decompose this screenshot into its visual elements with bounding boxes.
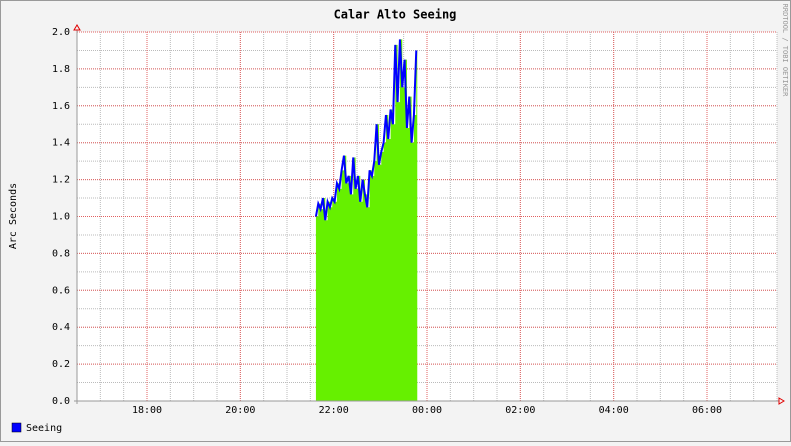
x-tick-label: 20:00 (225, 405, 255, 416)
x-tick-label: 02:00 (505, 405, 535, 416)
axes: 0.0 0.2 0.4 0.6 0.8 1.0 1.2 1.4 1.6 1.8 2.0 18:00 20… (52, 24, 785, 416)
y-tick-label: 0.6 (52, 285, 70, 296)
x-tick-label: 06:00 (692, 405, 722, 416)
grid (76, 31, 778, 402)
y-tick-label: 0.8 (52, 248, 70, 259)
y-tick-label: 1.0 (52, 212, 70, 223)
x-tick-label: 00:00 (412, 405, 442, 416)
y-axis-arrow (73, 24, 81, 31)
y-tick-label: 1.8 (52, 64, 70, 75)
y-tick-label: 1.6 (52, 101, 70, 112)
y-axis-label: Arc Seconds (8, 183, 19, 249)
y-tick-label: 1.2 (52, 175, 70, 186)
area (315, 39, 418, 401)
x-axis-arrow (778, 397, 785, 405)
x-tick-label: 04:00 (599, 405, 629, 416)
y-tick-label: 1.4 (52, 138, 70, 149)
marks (314, 39, 418, 401)
chart-title: Calar Alto Seeing (334, 8, 457, 22)
y-tick-label: 0.2 (52, 359, 70, 370)
x-tick-label: 18:00 (132, 405, 162, 416)
y-tick-label: 2.0 (52, 27, 70, 38)
legend-label: Seeing (26, 423, 62, 434)
y-tick-label: 0.0 (52, 396, 70, 407)
y-tick-label: 0.4 (52, 322, 70, 333)
x-tick-label: 22:00 (319, 405, 349, 416)
watermark: RRDTOOL / TOBI OETIKER (781, 4, 789, 98)
line (314, 39, 418, 221)
legend-swatch (11, 422, 22, 433)
